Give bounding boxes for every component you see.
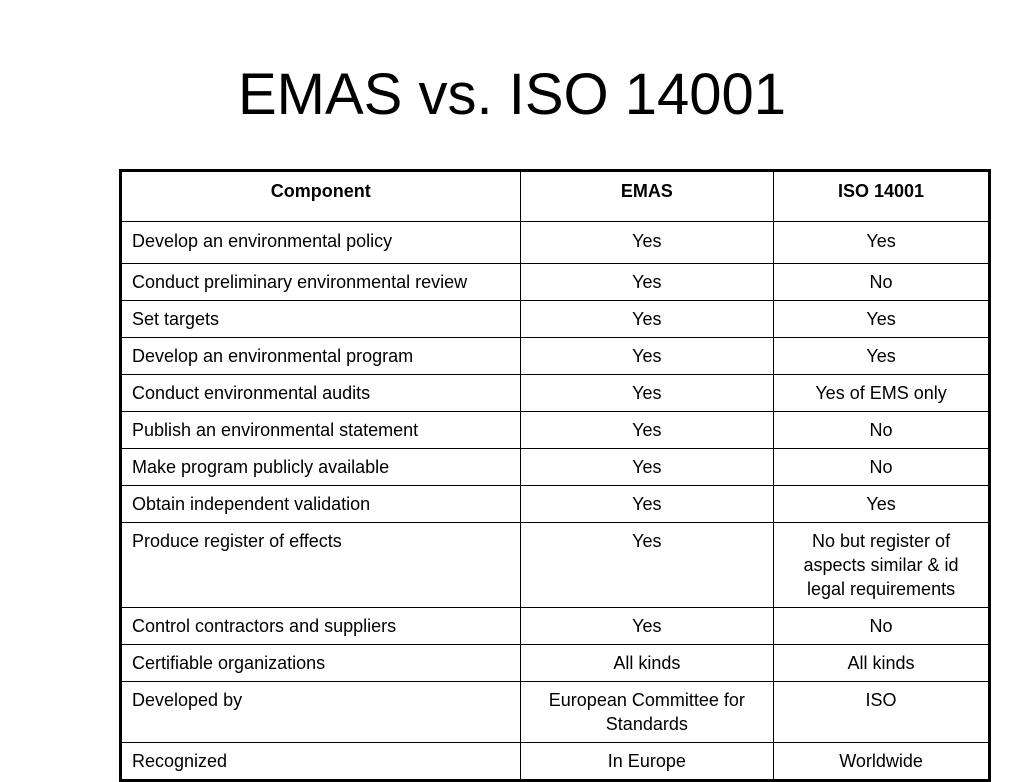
emas-cell: Yes: [519, 448, 775, 486]
table-row: Produce register of effects Yes No but r…: [120, 522, 990, 608]
emas-cell: Yes: [519, 300, 775, 338]
header-iso: ISO 14001: [773, 170, 990, 222]
emas-cell: European Committee for Standards: [519, 681, 775, 743]
table-row: Developed by European Committee for Stan…: [120, 681, 990, 743]
header-component: Component: [120, 170, 521, 222]
component-cell: Certifiable organizations: [120, 644, 521, 682]
iso-cell: No: [773, 263, 990, 301]
header-emas: EMAS: [519, 170, 775, 222]
iso-cell: Yes: [773, 300, 990, 338]
iso-cell: No but register of aspects similar & id …: [773, 522, 990, 608]
iso-cell: Yes: [773, 337, 990, 375]
emas-cell: Yes: [519, 374, 775, 412]
component-cell: Develop an environmental program: [120, 337, 521, 375]
emas-cell: Yes: [519, 485, 775, 523]
component-cell: Set targets: [120, 300, 521, 338]
table-row: Conduct preliminary environmental review…: [120, 263, 990, 301]
slide-title: EMAS vs. ISO 14001: [237, 62, 787, 127]
iso-cell: Yes: [773, 485, 990, 523]
table-row: Develop an environmental policy Yes Yes: [120, 221, 990, 264]
table-row: Publish an environmental statement Yes N…: [120, 411, 990, 449]
iso-cell: No: [773, 411, 990, 449]
iso-cell: ISO: [773, 681, 990, 743]
component-cell: Conduct preliminary environmental review: [120, 263, 521, 301]
table-header-row: Component EMAS ISO 14001: [120, 170, 990, 222]
iso-cell: Yes of EMS only: [773, 374, 990, 412]
table-row: Recognized In Europe Worldwide: [120, 742, 990, 781]
table-row: Control contractors and suppliers Yes No: [120, 607, 990, 645]
iso-cell: No: [773, 448, 990, 486]
iso-cell: No: [773, 607, 990, 645]
emas-cell: Yes: [519, 263, 775, 301]
iso-cell: All kinds: [773, 644, 990, 682]
table-row: Obtain independent validation Yes Yes: [120, 485, 990, 523]
emas-cell: Yes: [519, 221, 775, 264]
emas-cell: Yes: [519, 337, 775, 375]
comparison-table: Component EMAS ISO 14001 Develop an envi…: [119, 169, 991, 782]
emas-cell: Yes: [519, 607, 775, 645]
component-cell: Conduct environmental audits: [120, 374, 521, 412]
component-cell: Recognized: [120, 742, 521, 781]
table-row: Make program publicly available Yes No: [120, 448, 990, 486]
emas-cell: All kinds: [519, 644, 775, 682]
component-cell: Obtain independent validation: [120, 485, 521, 523]
component-cell: Produce register of effects: [120, 522, 521, 608]
table-row: Set targets Yes Yes: [120, 300, 990, 338]
component-cell: Develop an environmental policy: [120, 221, 521, 264]
component-cell: Developed by: [120, 681, 521, 743]
emas-cell: Yes: [519, 411, 775, 449]
component-cell: Make program publicly available: [120, 448, 521, 486]
table-row: Develop an environmental program Yes Yes: [120, 337, 990, 375]
table-row: Certifiable organizations All kinds All …: [120, 644, 990, 682]
table-row: Conduct environmental audits Yes Yes of …: [120, 374, 990, 412]
iso-cell: Yes: [773, 221, 990, 264]
emas-cell: In Europe: [519, 742, 775, 781]
component-cell: Control contractors and suppliers: [120, 607, 521, 645]
component-cell: Publish an environmental statement: [120, 411, 521, 449]
emas-cell: Yes: [519, 522, 775, 608]
iso-cell: Worldwide: [773, 742, 990, 781]
